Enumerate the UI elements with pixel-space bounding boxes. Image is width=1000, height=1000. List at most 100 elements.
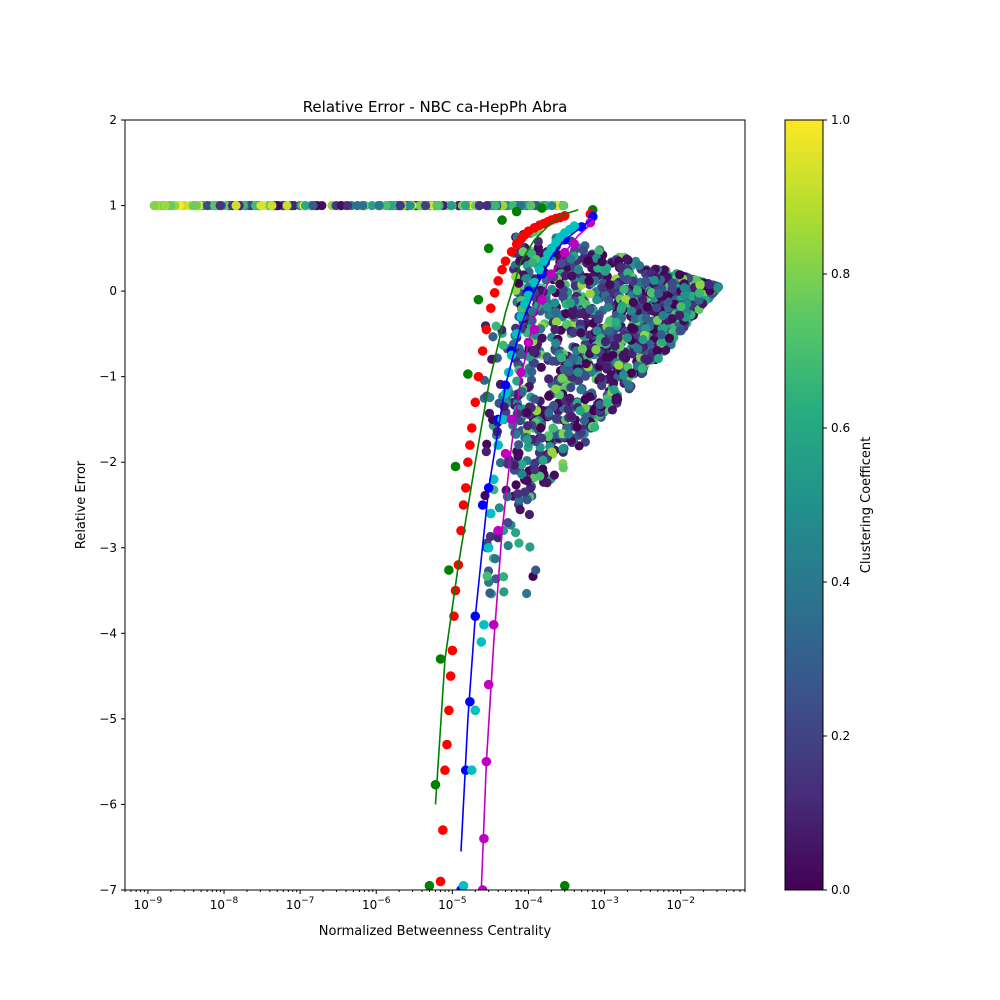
scatter-point bbox=[614, 360, 624, 370]
series-point bbox=[470, 705, 481, 716]
scatter-point bbox=[282, 200, 292, 211]
scatter-point bbox=[642, 302, 652, 312]
scatter-point bbox=[493, 533, 503, 543]
y-tick-label: 2 bbox=[109, 113, 117, 127]
scatter-point bbox=[511, 528, 521, 538]
scatter-point bbox=[566, 382, 576, 393]
scatter-point bbox=[525, 542, 535, 552]
scatter-point bbox=[191, 200, 202, 211]
scatter-point bbox=[667, 314, 677, 324]
series-3 bbox=[458, 221, 580, 890]
scatter-point bbox=[596, 373, 606, 383]
scatter-point bbox=[575, 309, 585, 319]
scatter-point bbox=[544, 408, 554, 418]
scatter-point bbox=[215, 200, 225, 211]
scatter-point bbox=[592, 326, 602, 336]
series-point bbox=[477, 885, 488, 890]
scatter-point bbox=[628, 297, 638, 308]
scatter-point bbox=[256, 200, 266, 211]
scatter-point bbox=[613, 333, 623, 343]
scatter-point bbox=[374, 200, 384, 211]
series-point bbox=[447, 645, 458, 656]
scatter-point bbox=[602, 398, 613, 408]
y-tick-label: −7 bbox=[99, 883, 117, 897]
scatter-point bbox=[432, 200, 442, 211]
scatter-point bbox=[555, 279, 565, 289]
scatter-point bbox=[621, 294, 631, 305]
scatter-point bbox=[578, 245, 589, 256]
fit-curve-1 bbox=[460, 217, 594, 852]
scatter-point bbox=[653, 353, 664, 364]
x-axis-ticks: 10−9 10−8 10−7 10−6 10−5 10−4 10−3 10−2 bbox=[124, 890, 746, 912]
colorbar-tick-label: 0.6 bbox=[831, 421, 850, 435]
colorbar-tick-label: 1.0 bbox=[831, 113, 850, 127]
scatter-point bbox=[522, 495, 532, 505]
scatter-point bbox=[522, 435, 532, 445]
series-point bbox=[463, 369, 473, 379]
scatter-point bbox=[649, 275, 659, 285]
scatter-point bbox=[523, 421, 533, 431]
scatter-point bbox=[577, 344, 588, 354]
y-tick-label: −6 bbox=[99, 797, 117, 811]
scatter-point bbox=[517, 470, 527, 480]
scatter-point bbox=[605, 280, 615, 290]
series-point bbox=[445, 671, 456, 681]
scatter-point bbox=[576, 385, 586, 395]
series-point bbox=[477, 500, 488, 510]
scatter-point bbox=[627, 323, 637, 333]
series-point bbox=[444, 565, 454, 575]
series-point bbox=[523, 290, 534, 301]
scatter-point bbox=[358, 200, 368, 211]
series-point bbox=[569, 221, 580, 231]
scatter-point bbox=[630, 314, 640, 324]
scatter-point bbox=[618, 351, 628, 361]
scatter-point bbox=[664, 333, 675, 343]
scatter-point bbox=[574, 441, 584, 451]
scatter-point bbox=[482, 200, 492, 211]
scatter-point bbox=[528, 347, 539, 357]
colorbar-tick-label: 0.8 bbox=[831, 267, 850, 281]
scatter-point bbox=[551, 413, 562, 424]
series-point bbox=[483, 243, 494, 254]
scatter-point bbox=[542, 302, 552, 312]
x-tick-label: 10−8 bbox=[210, 896, 239, 912]
scatter-point bbox=[566, 254, 576, 264]
scatter-point bbox=[568, 353, 578, 364]
scatter-point bbox=[576, 328, 586, 338]
scatter-point bbox=[535, 471, 545, 481]
scatter-point bbox=[679, 283, 689, 293]
scatter-point bbox=[600, 266, 610, 276]
series-point bbox=[485, 303, 496, 314]
scatter-point bbox=[531, 565, 541, 575]
y-axis-ticks: 2 1 0 −1 −2 −3 −4 −5 −6 −7 bbox=[99, 113, 125, 897]
scatter-point bbox=[600, 336, 611, 347]
colorbar-tick-label: 0.2 bbox=[831, 729, 850, 743]
scatter-point bbox=[537, 333, 547, 343]
scatter-point bbox=[481, 447, 491, 457]
scatter-point bbox=[646, 288, 656, 298]
scatter-point bbox=[513, 489, 523, 499]
x-tick-label: 10−4 bbox=[514, 896, 543, 912]
scatter-point bbox=[612, 392, 622, 402]
scatter-point bbox=[524, 509, 535, 520]
scatter-point bbox=[611, 317, 621, 327]
scatter-point bbox=[267, 200, 277, 211]
fit-curve-2 bbox=[480, 222, 594, 890]
series-point bbox=[489, 288, 500, 298]
scatter-point bbox=[300, 200, 311, 211]
plot-area bbox=[149, 200, 724, 890]
series-point bbox=[458, 880, 469, 890]
scatter-point bbox=[597, 257, 607, 267]
scatter-point bbox=[610, 341, 620, 351]
scatter-point bbox=[530, 465, 540, 475]
scatter-point bbox=[622, 274, 632, 285]
x-tick-label: 10−7 bbox=[286, 896, 315, 912]
series-point bbox=[466, 423, 477, 433]
scatter-point bbox=[641, 313, 651, 323]
scatter-point bbox=[590, 422, 600, 432]
scatter-point bbox=[336, 200, 346, 211]
scatter-point bbox=[604, 326, 614, 336]
series-point bbox=[476, 637, 487, 647]
series-point bbox=[430, 779, 441, 790]
scatter-point bbox=[597, 380, 607, 391]
